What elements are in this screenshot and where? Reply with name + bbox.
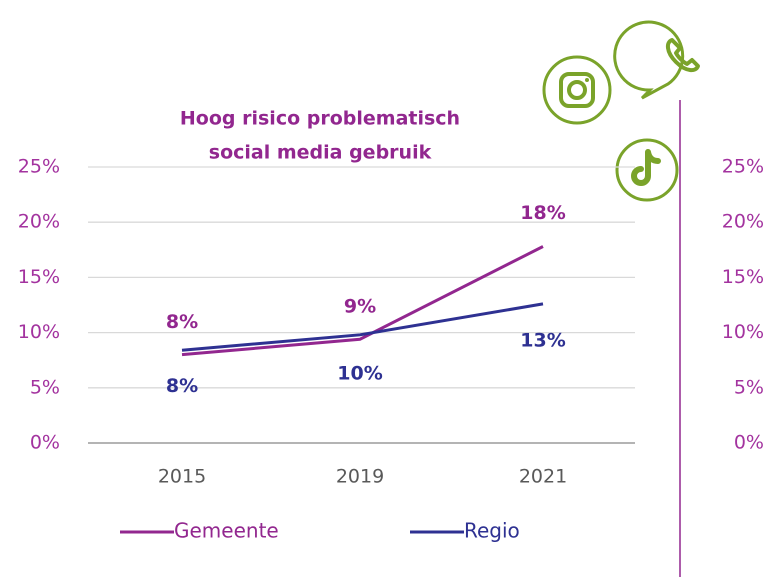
data-label: 9% [344, 296, 376, 318]
data-label: 13% [520, 329, 565, 351]
x-tick-label: 2021 [519, 466, 567, 488]
y2-tick-label: 0% [734, 432, 764, 454]
data-label: 18% [520, 202, 565, 224]
series-line [181, 302, 544, 352]
chart-title: social media gebruik [209, 142, 432, 164]
x-tick-label: 2019 [336, 466, 384, 488]
y2-tick-label: 10% [722, 321, 764, 343]
y-tick-label: 20% [18, 211, 60, 233]
data-label: 10% [337, 362, 382, 384]
y-tick-label: 0% [30, 432, 60, 454]
whatsapp-icon [613, 20, 700, 100]
y2-tick-label: 15% [722, 266, 764, 288]
y2-tick-label: 20% [722, 211, 764, 233]
y-tick-label: 10% [18, 321, 60, 343]
y-tick-label: 15% [18, 266, 60, 288]
chart-title: Hoog risico problematisch [180, 108, 460, 130]
legend-label: Gemeente [174, 519, 279, 543]
y2-tick-label: 5% [734, 376, 764, 398]
y2-tick-label: 25% [722, 156, 764, 178]
y-tick-label: 25% [18, 156, 60, 178]
series-line [181, 245, 544, 357]
data-label: 8% [166, 375, 198, 397]
legend-label: Regio [464, 519, 520, 543]
x-tick-label: 2015 [158, 466, 206, 488]
data-label: 8% [166, 311, 198, 333]
y-tick-label: 5% [30, 376, 60, 398]
tiktok-icon [615, 138, 679, 202]
instagram-icon [542, 55, 612, 125]
